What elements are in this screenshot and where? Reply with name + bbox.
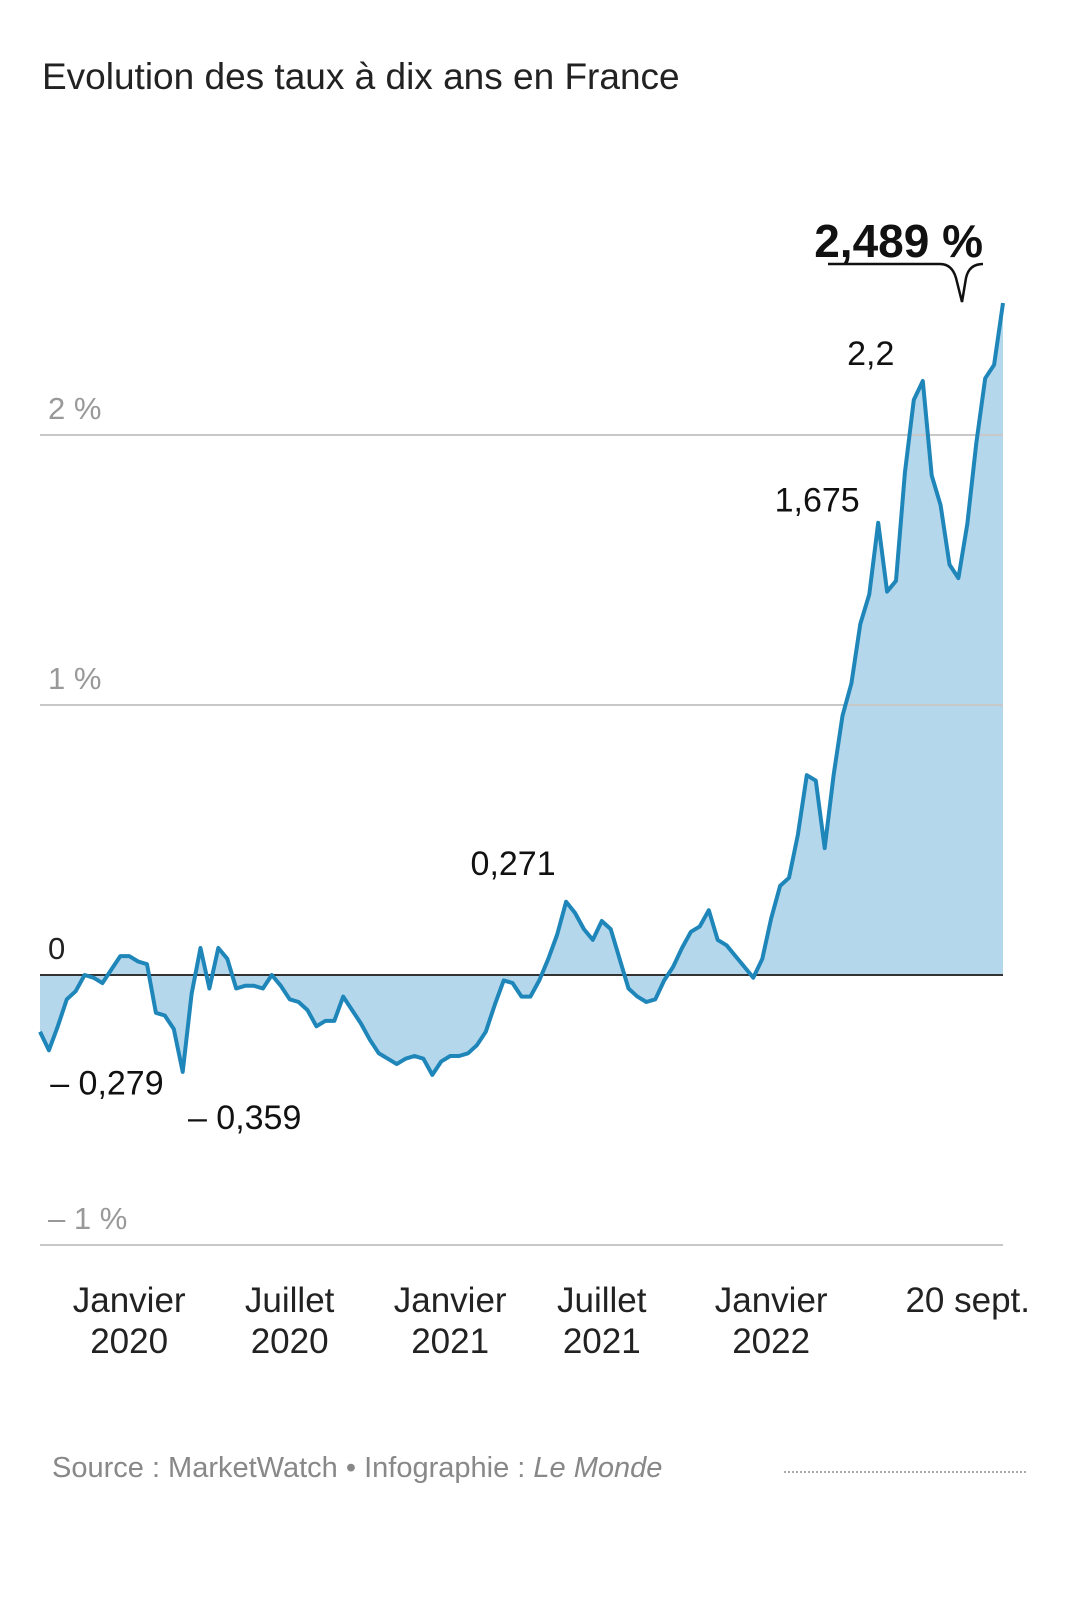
chart-title: Evolution des taux à dix ans en France — [42, 56, 680, 97]
y-tick-label: – 1 % — [48, 1201, 127, 1236]
value-label: – 0,279 — [50, 1064, 163, 1102]
area-layer — [40, 303, 1003, 1075]
x-tick-label: Janvier 2022 — [714, 1281, 828, 1361]
line-layer: – 0,279 – 0,359 0,271 1,675 2,2 2,489 % — [38, 215, 1005, 1137]
footer: Source : MarketWatch • Infographie : Le … — [52, 1452, 662, 1485]
x-tick-label: 20 sept. — [905, 1281, 1030, 1320]
area — [40, 303, 1003, 1075]
credit: Infographie : — [364, 1452, 526, 1484]
x-tick-label: Janvier 2021 — [393, 1281, 507, 1361]
grid-layer: – 1 % 0 1 % 2 % — [40, 391, 1003, 1246]
value-label: 1,675 — [775, 482, 860, 520]
x-tick-label: Juillet 2021 — [557, 1281, 647, 1361]
value-label: 2,2 — [847, 335, 894, 373]
x-tick-label: Janvier 2020 — [72, 1281, 186, 1361]
value-label: 0,271 — [471, 845, 556, 883]
line — [38, 302, 1005, 1077]
y-tick-label: 0 — [48, 931, 65, 966]
value-label: 2,489 % — [814, 215, 983, 267]
y-tick-label: 1 % — [48, 661, 101, 696]
x-tick-label: Juillet 2020 — [244, 1281, 335, 1361]
y-tick-label: 2 % — [48, 391, 101, 426]
callout-bracket — [828, 262, 984, 303]
dotted-rule — [784, 1471, 1026, 1473]
source: Source : MarketWatch • — [52, 1452, 357, 1484]
credit-name: Le Monde — [533, 1452, 663, 1484]
value-label: – 0,359 — [188, 1099, 301, 1137]
